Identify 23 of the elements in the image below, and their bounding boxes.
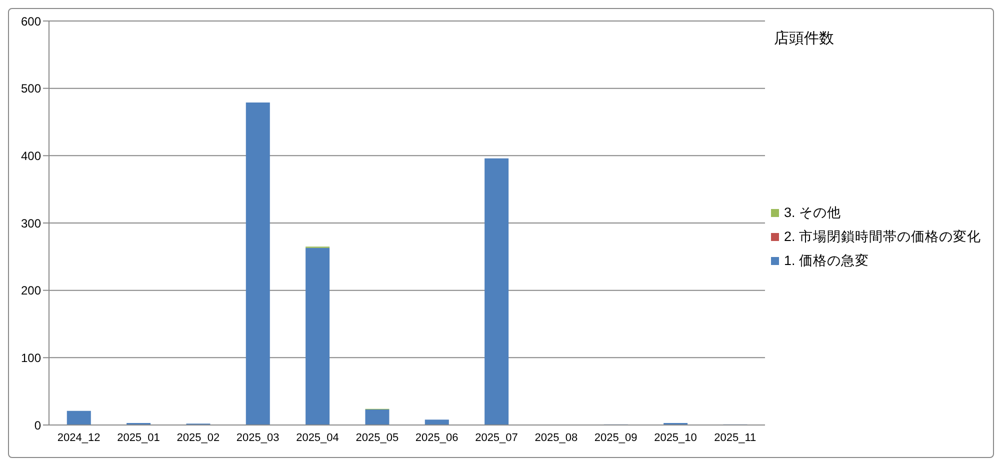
x-tick-label: 2025_06	[415, 432, 458, 444]
y-tick-label: 400	[20, 148, 42, 163]
y-tick-label: 600	[20, 14, 42, 28]
x-tick-label: 2024_12	[57, 432, 100, 444]
x-tick-label: 2025_07	[475, 432, 518, 444]
y-tick-label: 100	[20, 350, 42, 365]
y-tick-label: 0	[34, 418, 42, 432]
legend-label: 3. その他	[784, 204, 842, 222]
legend-label: 1. 価格の急変	[784, 252, 870, 270]
x-tick-label: 2025_09	[594, 432, 638, 444]
text: 店頭件数	[774, 29, 834, 48]
x-tick-label: 2025_02	[176, 432, 220, 444]
x-tick-label: 2025_11	[714, 432, 756, 444]
x-tick-label: 2025_10	[654, 432, 697, 444]
x-tick-label: 2025_04	[296, 432, 339, 444]
y-tick-label: 200	[20, 284, 42, 298]
x-tick-label: 2025_05	[356, 432, 399, 444]
x-tick-label: 2025_01	[117, 432, 160, 444]
x-tick-label: 2025_08	[534, 432, 578, 444]
x-tick-label: 2025_03	[236, 432, 280, 444]
y-tick-label: 300	[20, 216, 42, 230]
legend-label: 2. 市場閉鎖時間帯の価格の変化	[784, 228, 982, 246]
y-tick-label: 500	[20, 82, 42, 96]
